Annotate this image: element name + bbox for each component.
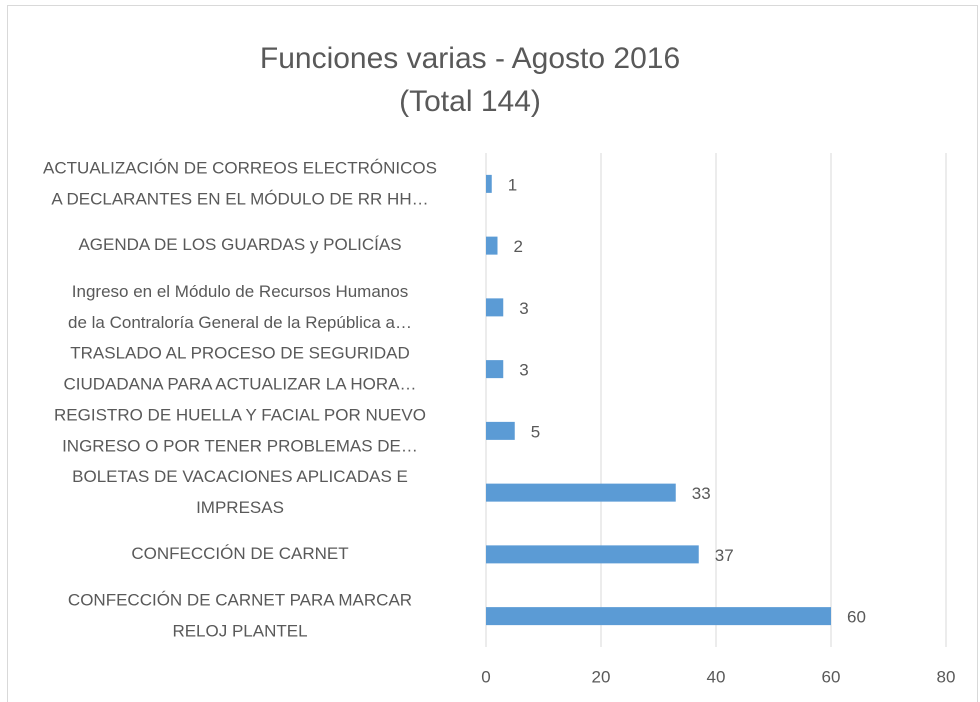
bar <box>486 421 515 440</box>
y-tick-label: Ingreso en el Módulo de Recursos Humanos <box>72 282 408 301</box>
x-tick-label: 40 <box>707 667 726 686</box>
y-tick-label: ACTUALIZACIÓN DE CORREOS ELECTRÓNICOS <box>43 158 437 177</box>
x-tick-label: 20 <box>592 667 611 686</box>
data-label: 33 <box>692 484 711 503</box>
data-label: 1 <box>508 175 517 194</box>
bar <box>486 298 504 317</box>
data-label: 37 <box>715 546 734 565</box>
x-tick-label: 0 <box>481 667 490 686</box>
y-tick-label: de la Contraloría General de la Repúblic… <box>68 313 412 332</box>
bar <box>486 360 504 379</box>
data-label: 60 <box>847 608 866 627</box>
y-tick-label: AGENDA DE LOS GUARDAS y POLICÍAS <box>78 235 401 254</box>
data-label: 3 <box>519 299 528 318</box>
y-tick-label: CONFECCIÓN DE CARNET PARA MARCAR <box>68 591 412 610</box>
y-tick-label: BOLETAS DE VACACIONES APLICADAS E <box>72 467 408 486</box>
y-tick-label: CIUDADANA PARA ACTUALIZAR LA HORA… <box>64 375 417 394</box>
bar <box>486 236 498 255</box>
chart-subtitle: (Total 144) <box>399 85 541 118</box>
y-tick-label: CONFECCIÓN DE CARNET <box>131 544 348 563</box>
y-tick-label: TRASLADO AL PROCESO DE SEGURIDAD <box>70 344 409 363</box>
y-tick-label: RELOJ PLANTEL <box>172 622 307 641</box>
bar <box>486 545 699 564</box>
data-label: 2 <box>514 237 523 256</box>
bar <box>486 483 676 502</box>
chart-border <box>7 5 978 702</box>
bar <box>486 174 492 193</box>
x-tick-label: 60 <box>822 667 841 686</box>
data-label: 5 <box>531 422 540 441</box>
y-tick-label: REGISTRO DE HUELLA Y FACIAL POR NUEVO <box>54 405 426 424</box>
data-label: 3 <box>519 361 528 380</box>
bar <box>486 607 831 626</box>
y-tick-label: A DECLARANTES EN EL MÓDULO DE RR HH… <box>51 189 428 208</box>
y-tick-label: INGRESO O POR TENER PROBLEMAS DE… <box>62 436 418 455</box>
y-tick-label: IMPRESAS <box>196 498 284 517</box>
chart-title: Funciones varias - Agosto 2016 <box>260 42 680 75</box>
x-tick-label: 80 <box>937 667 956 686</box>
